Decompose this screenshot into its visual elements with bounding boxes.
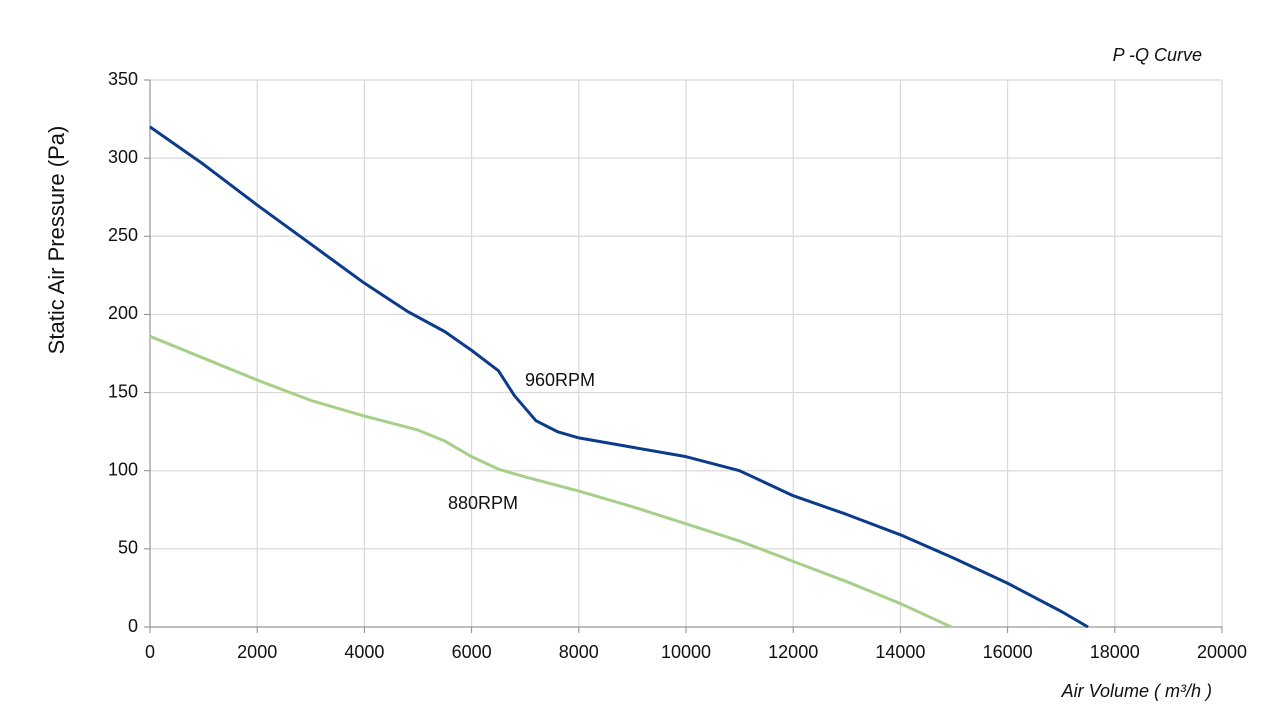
x-tick-label: 10000 — [661, 642, 711, 662]
y-tick-label: 200 — [108, 303, 138, 323]
y-axis-label: Static Air Pressure (Pa) — [44, 126, 69, 355]
x-tick-label: 14000 — [875, 642, 925, 662]
y-tick-label: 300 — [108, 147, 138, 167]
x-tick-label: 18000 — [1090, 642, 1140, 662]
series-line — [149, 334, 952, 629]
x-tick-label: 8000 — [559, 642, 599, 662]
x-tick-label: 2000 — [237, 642, 277, 662]
y-tick-label: 350 — [108, 69, 138, 89]
series-label: 880RPM — [448, 493, 518, 513]
x-tick-label: 12000 — [768, 642, 818, 662]
y-tick-label: 100 — [108, 459, 138, 479]
x-tick-label: 16000 — [983, 642, 1033, 662]
series-line — [149, 125, 1089, 629]
y-tick-label: 0 — [128, 616, 138, 636]
y-tick-label: 150 — [108, 381, 138, 401]
series-label: 960RPM — [525, 370, 595, 390]
chart-title: P -Q Curve — [1113, 45, 1202, 65]
x-tick-label: 20000 — [1197, 642, 1247, 662]
y-tick-label: 50 — [118, 538, 138, 558]
x-axis-label: Air Volume ( m³/h ) — [1061, 681, 1212, 701]
y-tick-label: 250 — [108, 225, 138, 245]
x-tick-label: 0 — [145, 642, 155, 662]
x-tick-label: 4000 — [344, 642, 384, 662]
x-tick-label: 6000 — [452, 642, 492, 662]
